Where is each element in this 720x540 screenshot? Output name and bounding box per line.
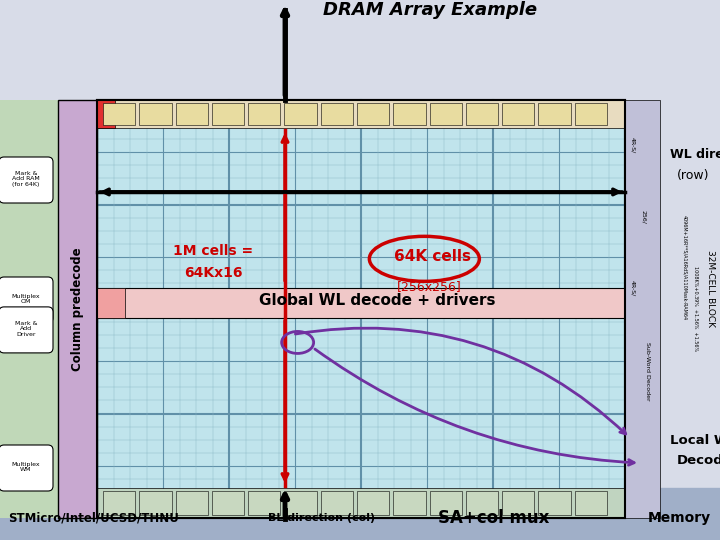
Text: SA+col mux: SA+col mux (438, 509, 549, 527)
Text: Column predecode: Column predecode (71, 247, 84, 371)
Text: Memory: Memory (648, 511, 711, 525)
Text: 1008K%+0.39%  +1.56%  +1.56%: 1008K%+0.39% +1.56% +1.56% (693, 266, 698, 352)
Bar (357, 103, 390, 125)
Text: Sub-Word Decoder: Sub-Word Decoder (644, 342, 649, 401)
Text: 256/: 256/ (641, 210, 646, 224)
Text: Mark &
Add RAM
(for 64K): Mark & Add RAM (for 64K) (12, 171, 40, 187)
Bar (58, 100, 97, 518)
Bar (539, 491, 571, 515)
Bar (97, 100, 115, 128)
Bar (575, 103, 607, 125)
Bar (502, 491, 534, 515)
Bar (284, 491, 317, 515)
Bar (357, 491, 390, 515)
Text: 1M cells =: 1M cells = (173, 244, 253, 258)
FancyBboxPatch shape (0, 445, 53, 491)
Bar (466, 491, 498, 515)
Bar (320, 491, 353, 515)
Text: 64Kx16: 64Kx16 (184, 266, 243, 280)
Bar (539, 103, 571, 125)
Bar (248, 491, 280, 515)
Bar (430, 491, 462, 515)
Bar (212, 491, 244, 515)
Text: (row): (row) (677, 168, 709, 181)
Text: Mark &
Add
Driver: Mark & Add Driver (14, 321, 37, 337)
Text: 4R-S/: 4R-S/ (631, 280, 636, 296)
Bar (212, 103, 244, 125)
FancyBboxPatch shape (0, 277, 53, 323)
Bar (625, 100, 660, 518)
Bar (393, 491, 426, 515)
Bar (0, 488, 720, 540)
Bar (97, 100, 625, 518)
FancyBboxPatch shape (0, 307, 53, 353)
Bar (97, 288, 625, 318)
FancyBboxPatch shape (0, 157, 53, 203)
Bar (103, 103, 135, 125)
Text: 4096M+16R**S/A16RdS/A110Mask-RAM64: 4096M+16R**S/A16RdS/A110Mask-RAM64 (683, 214, 688, 320)
Bar (139, 103, 171, 125)
Bar (320, 103, 353, 125)
Text: 4R-S/: 4R-S/ (631, 137, 636, 153)
Bar (97, 100, 625, 518)
Bar (502, 103, 534, 125)
Text: 32M-CELL BLOCK: 32M-CELL BLOCK (706, 251, 714, 327)
Text: [256x256]: [256x256] (397, 280, 462, 293)
Bar (466, 103, 498, 125)
Bar (97, 488, 625, 518)
Bar (139, 491, 171, 515)
Bar (97, 100, 625, 128)
Bar (97, 288, 125, 318)
Text: Decode: Decode (677, 454, 720, 467)
Bar (393, 103, 426, 125)
Bar (248, 103, 280, 125)
Bar (103, 491, 135, 515)
Text: STMicro/Intel/UCSD/THNU: STMicro/Intel/UCSD/THNU (8, 512, 179, 525)
Text: WL direction: WL direction (670, 148, 720, 161)
Text: BL direction (col): BL direction (col) (268, 513, 375, 523)
Text: Local WL: Local WL (670, 434, 720, 447)
Text: Multiplex
WM: Multiplex WM (12, 462, 40, 472)
Bar (0, 100, 58, 518)
Text: Global WL decode + drivers: Global WL decode + drivers (258, 293, 495, 308)
Text: DRAM Array Example: DRAM Array Example (323, 1, 537, 19)
Bar (575, 491, 607, 515)
Text: Multiplex
OM: Multiplex OM (12, 294, 40, 305)
Bar (176, 103, 208, 125)
Bar (284, 103, 317, 125)
Bar (176, 491, 208, 515)
Bar (430, 103, 462, 125)
Text: 64K cells: 64K cells (394, 249, 471, 265)
